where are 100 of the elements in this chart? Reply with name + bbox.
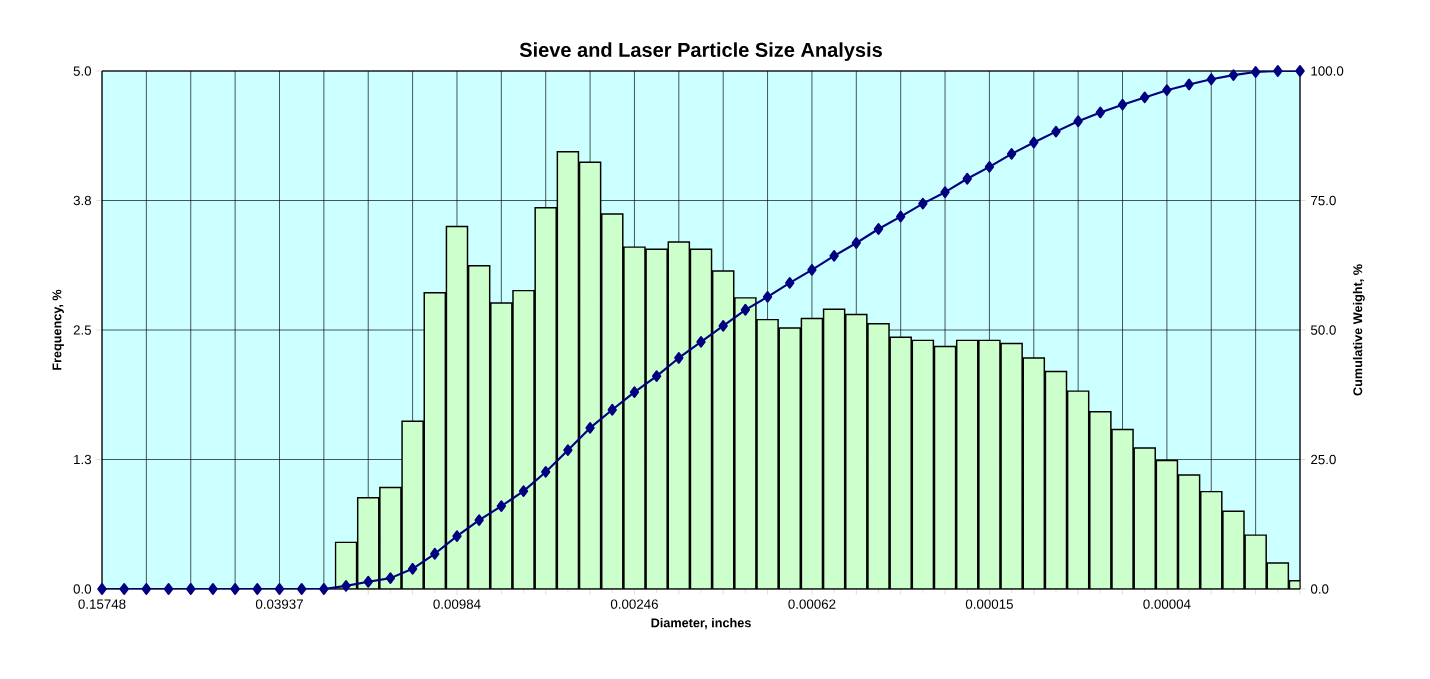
x-tick-label: 0.00062 bbox=[788, 599, 836, 609]
x-tick-label: 0.00246 bbox=[610, 599, 658, 609]
point bbox=[607, 403, 617, 416]
point bbox=[186, 583, 196, 595]
bar bbox=[445, 225, 469, 589]
point bbox=[341, 580, 351, 592]
point bbox=[1051, 125, 1061, 138]
point bbox=[430, 547, 440, 560]
bar bbox=[845, 313, 868, 589]
point bbox=[1228, 69, 1239, 82]
x-tick-label: 0.15748 bbox=[78, 599, 126, 609]
point bbox=[230, 583, 240, 595]
y2-tick-label: 50.0 bbox=[1310, 325, 1336, 335]
point bbox=[585, 422, 595, 434]
point bbox=[1029, 136, 1039, 149]
point bbox=[407, 562, 418, 575]
bar bbox=[1155, 459, 1179, 589]
bar bbox=[401, 420, 424, 589]
point bbox=[1140, 91, 1150, 104]
bar bbox=[822, 308, 846, 589]
x-axis-title: Diameter, inches bbox=[651, 617, 751, 630]
point bbox=[385, 572, 396, 584]
point bbox=[651, 370, 662, 382]
bar bbox=[889, 336, 912, 589]
chart-title: Sieve and Laser Particle Size Analysis bbox=[519, 42, 882, 61]
point bbox=[541, 466, 551, 478]
bar bbox=[423, 291, 447, 589]
point bbox=[163, 583, 174, 595]
point bbox=[629, 386, 640, 399]
point bbox=[319, 583, 329, 595]
y2-tick-label: 100.0 bbox=[1311, 66, 1344, 76]
y-axis-title: Frequency, % bbox=[52, 289, 64, 370]
point bbox=[1117, 98, 1128, 111]
bar bbox=[1066, 390, 1090, 589]
y2-tick-label: 75.0 bbox=[1311, 195, 1336, 206]
point bbox=[674, 352, 684, 364]
point bbox=[1273, 65, 1283, 77]
y-tick-label: 3.8 bbox=[73, 195, 92, 206]
bar bbox=[1133, 447, 1156, 589]
point bbox=[1184, 78, 1194, 91]
point bbox=[452, 530, 462, 543]
point bbox=[563, 444, 573, 457]
point bbox=[984, 160, 995, 173]
point bbox=[896, 210, 906, 223]
point bbox=[718, 319, 728, 332]
bar bbox=[667, 241, 691, 589]
bar bbox=[1044, 370, 1068, 589]
point bbox=[1073, 115, 1083, 128]
bar bbox=[911, 339, 935, 589]
x-tick-label: 0.00984 bbox=[433, 599, 481, 609]
point bbox=[740, 303, 751, 316]
point bbox=[762, 290, 773, 303]
y-tick-label: 1.3 bbox=[74, 454, 92, 465]
bar bbox=[556, 151, 580, 589]
point bbox=[496, 500, 507, 512]
bar bbox=[778, 327, 802, 589]
bar bbox=[711, 270, 735, 589]
point bbox=[962, 172, 972, 185]
bar bbox=[734, 297, 757, 589]
bar bbox=[645, 248, 668, 589]
bar bbox=[512, 289, 535, 589]
y-tick-label: 5.0 bbox=[73, 66, 92, 76]
point bbox=[97, 583, 107, 595]
point bbox=[696, 336, 706, 348]
point bbox=[829, 250, 839, 262]
bar bbox=[933, 345, 957, 589]
bar bbox=[600, 213, 624, 589]
point bbox=[252, 583, 262, 595]
x-tick-label: 0.03937 bbox=[255, 599, 303, 609]
bar bbox=[955, 339, 979, 589]
y2-tick-label: 0.0 bbox=[1310, 584, 1329, 594]
point bbox=[119, 583, 129, 595]
bar bbox=[689, 248, 713, 589]
bar bbox=[756, 318, 779, 589]
bar bbox=[467, 265, 491, 589]
bar bbox=[1022, 357, 1046, 589]
point bbox=[873, 223, 884, 235]
point bbox=[208, 583, 218, 595]
bar bbox=[1000, 342, 1023, 589]
point bbox=[1095, 106, 1106, 119]
point bbox=[1250, 66, 1261, 78]
point bbox=[918, 197, 928, 210]
bar bbox=[800, 317, 824, 589]
y-tick-label: 0.0 bbox=[73, 584, 92, 594]
point bbox=[1206, 73, 1216, 86]
point bbox=[1162, 84, 1172, 97]
y2-axis-title: Cumulative Weight, % bbox=[1352, 264, 1365, 396]
point bbox=[1006, 148, 1017, 160]
bar bbox=[623, 246, 646, 589]
bar bbox=[578, 161, 602, 589]
y-tick-label: 2.5 bbox=[73, 325, 92, 335]
point bbox=[297, 583, 307, 595]
point bbox=[940, 186, 950, 199]
y2-tick-label: 25.0 bbox=[1311, 454, 1336, 465]
bar bbox=[978, 339, 1001, 589]
bar bbox=[1177, 474, 1201, 589]
bar bbox=[379, 486, 402, 589]
bar bbox=[490, 302, 513, 589]
point bbox=[851, 237, 861, 249]
bar bbox=[1199, 490, 1223, 589]
